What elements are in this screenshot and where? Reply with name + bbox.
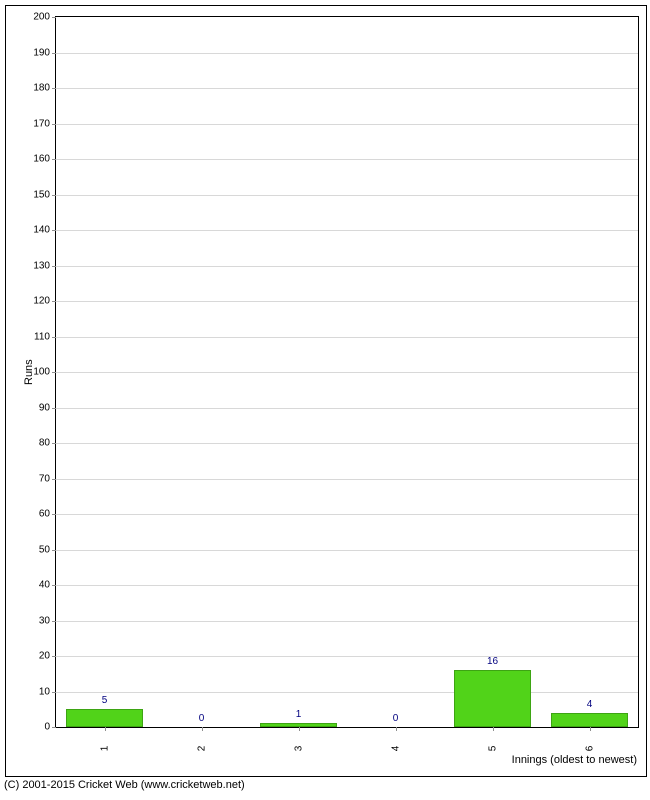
- ytick-mark: [52, 88, 56, 89]
- ytick-mark: [52, 585, 56, 586]
- ytick-mark: [52, 195, 56, 196]
- ytick-mark: [52, 159, 56, 160]
- xtick-label: 6: [584, 746, 595, 752]
- ytick-mark: [52, 479, 56, 480]
- gridline: [56, 266, 638, 267]
- ytick-mark: [52, 17, 56, 18]
- xtick-label: 2: [196, 746, 207, 752]
- ytick-mark: [52, 372, 56, 373]
- ytick-label: 140: [33, 225, 50, 236]
- ytick-label: 190: [33, 47, 50, 58]
- gridline: [56, 621, 638, 622]
- bar-value-label: 16: [487, 656, 498, 667]
- bar: [66, 709, 144, 727]
- ytick-label: 50: [39, 544, 50, 555]
- xtick-mark: [396, 727, 397, 731]
- ytick-mark: [52, 53, 56, 54]
- gridline: [56, 585, 638, 586]
- gridline: [56, 124, 638, 125]
- gridline: [56, 337, 638, 338]
- ytick-mark: [52, 301, 56, 302]
- bar-value-label: 4: [587, 699, 593, 710]
- ytick-label: 160: [33, 154, 50, 165]
- gridline: [56, 408, 638, 409]
- ytick-label: 170: [33, 118, 50, 129]
- bar-value-label: 0: [393, 713, 399, 724]
- ytick-label: 70: [39, 473, 50, 484]
- ytick-label: 200: [33, 12, 50, 23]
- gridline: [56, 514, 638, 515]
- bar-value-label: 0: [199, 713, 205, 724]
- ytick-label: 80: [39, 438, 50, 449]
- gridline: [56, 230, 638, 231]
- chart-container: 0102030405060708090100110120130140150160…: [0, 0, 650, 800]
- bar: [551, 713, 629, 727]
- gridline: [56, 550, 638, 551]
- ytick-mark: [52, 621, 56, 622]
- ytick-label: 30: [39, 615, 50, 626]
- y-axis-title: Runs: [23, 359, 35, 385]
- bar-value-label: 1: [296, 709, 302, 720]
- ytick-mark: [52, 443, 56, 444]
- ytick-label: 20: [39, 651, 50, 662]
- ytick-mark: [52, 124, 56, 125]
- ytick-label: 90: [39, 402, 50, 413]
- ytick-mark: [52, 408, 56, 409]
- gridline: [56, 53, 638, 54]
- ytick-label: 130: [33, 260, 50, 271]
- ytick-mark: [52, 266, 56, 267]
- ytick-label: 0: [44, 722, 50, 733]
- gridline: [56, 443, 638, 444]
- gridline: [56, 656, 638, 657]
- xtick-mark: [590, 727, 591, 731]
- xtick-label: 5: [487, 746, 498, 752]
- xtick-label: 3: [293, 746, 304, 752]
- ytick-mark: [52, 337, 56, 338]
- gridline: [56, 301, 638, 302]
- bar-value-label: 5: [102, 695, 108, 706]
- gridline: [56, 692, 638, 693]
- gridline: [56, 88, 638, 89]
- ytick-mark: [52, 692, 56, 693]
- gridline: [56, 479, 638, 480]
- ytick-label: 40: [39, 580, 50, 591]
- xtick-mark: [105, 727, 106, 731]
- xtick-label: 1: [99, 746, 110, 752]
- ytick-mark: [52, 727, 56, 728]
- ytick-mark: [52, 656, 56, 657]
- ytick-label: 100: [33, 367, 50, 378]
- ytick-label: 120: [33, 296, 50, 307]
- gridline: [56, 159, 638, 160]
- ytick-mark: [52, 230, 56, 231]
- gridline: [56, 195, 638, 196]
- copyright-text: (C) 2001-2015 Cricket Web (www.cricketwe…: [4, 779, 245, 791]
- ytick-mark: [52, 514, 56, 515]
- ytick-mark: [52, 550, 56, 551]
- x-axis-title: Innings (oldest to newest): [512, 754, 637, 766]
- xtick-mark: [493, 727, 494, 731]
- xtick-mark: [202, 727, 203, 731]
- ytick-label: 180: [33, 83, 50, 94]
- ytick-label: 150: [33, 189, 50, 200]
- ytick-label: 10: [39, 686, 50, 697]
- ytick-label: 110: [34, 331, 50, 342]
- xtick-mark: [299, 727, 300, 731]
- gridline: [56, 372, 638, 373]
- ytick-label: 60: [39, 509, 50, 520]
- plot-area: 0102030405060708090100110120130140150160…: [55, 16, 639, 728]
- bar: [454, 670, 532, 727]
- xtick-label: 4: [390, 746, 401, 752]
